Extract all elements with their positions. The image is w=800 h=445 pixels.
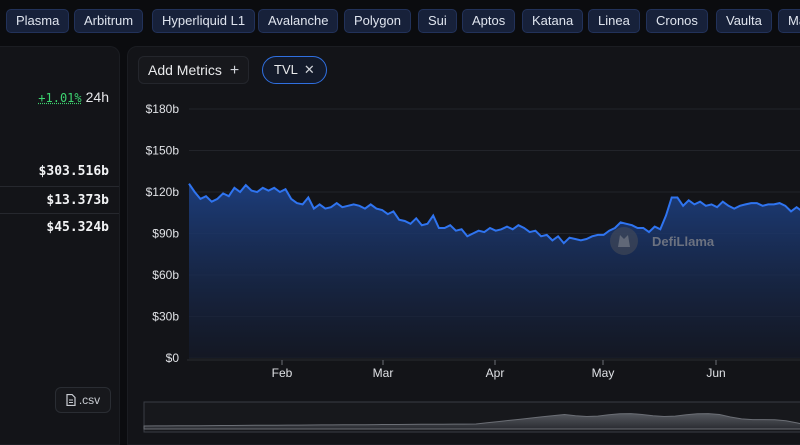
y-tick-label: $90b [152,227,179,241]
chain-pill[interactable]: Sui [418,9,457,33]
chain-pill[interactable]: Linea [588,9,640,33]
chain-pill[interactable]: Polygon [344,9,411,33]
file-icon [66,393,76,407]
defillama-watermark: DefiLlama [610,227,715,255]
change-percent: +1.01% [38,91,82,105]
chain-pill[interactable]: Hyperliquid L1 [152,9,256,33]
csv-label: .csv [78,393,101,407]
chain-pill[interactable]: Plasma [6,9,70,33]
y-axis: $0 $30b $60b $90b $120b $150b $180b [146,102,180,365]
chart-panel: $0 $30b $60b $90b $120b $150b $180b DefiLlama … [127,46,800,445]
tvl-chart: $0$30b$60b$90b$120b$150b$180b DefiLlama … [143,102,800,433]
x-axis: Feb Mar Apr May Jun [272,360,726,380]
y-tick-label: $60b [152,268,179,282]
chain-pill[interactable]: Avalanche [258,9,339,33]
plus-icon: + [229,62,240,79]
y-tick-label: $120b [146,185,180,199]
watermark-text: DefiLlama [652,234,715,249]
metric-chip-tvl[interactable]: TVL ✕ [262,56,327,84]
chain-pill[interactable]: Vaulta [716,9,772,33]
x-tick-label: Apr [486,366,505,380]
y-tick-label: $150b [146,144,180,158]
range-brush[interactable] [143,401,800,433]
tvl-area [189,183,800,358]
y-tick-label: $180b [146,102,180,116]
stat-value: $45.324b [46,220,109,235]
metric-chip-label: TVL [274,62,298,77]
download-csv-button[interactable]: .csv [55,387,111,413]
y-tick-label: $30b [152,310,179,324]
stat-row: $303.516b [0,158,119,186]
chain-pill[interactable]: Ma [778,9,800,33]
tvl-change: +1.01% 24h [38,89,109,105]
stat-value: $13.373b [46,193,109,208]
add-metrics-label: Add Metrics [148,62,222,78]
stat-row: $13.373b [0,186,119,214]
stat-row: $45.324b [0,214,119,242]
chain-pill[interactable]: Arbitrum [74,9,144,33]
y-tick-label: $0 [166,351,180,365]
close-icon[interactable]: ✕ [303,62,315,77]
stat-value: $303.516b [38,164,109,179]
tvl-line [188,183,800,245]
add-metrics-button[interactable]: Add Metrics + [138,56,250,84]
chain-filter-bar: Plasma Arbitrum Hyperliquid L1 Avalanche Pol… [0,9,800,33]
change-period: 24h [85,89,109,105]
summary-panel: +1.01% 24h $303.516b $13.373b $45.324b .c… [0,46,120,445]
x-tick-label: Mar [373,366,394,380]
chain-pill[interactable]: Katana [522,9,584,33]
brush-area [143,413,800,430]
x-tick-label: May [592,366,615,380]
chain-pill[interactable]: Aptos [462,9,516,33]
chain-pill[interactable]: Cronos [646,9,708,33]
x-tick-label: Feb [272,366,293,380]
x-tick-label: Jun [706,366,725,380]
